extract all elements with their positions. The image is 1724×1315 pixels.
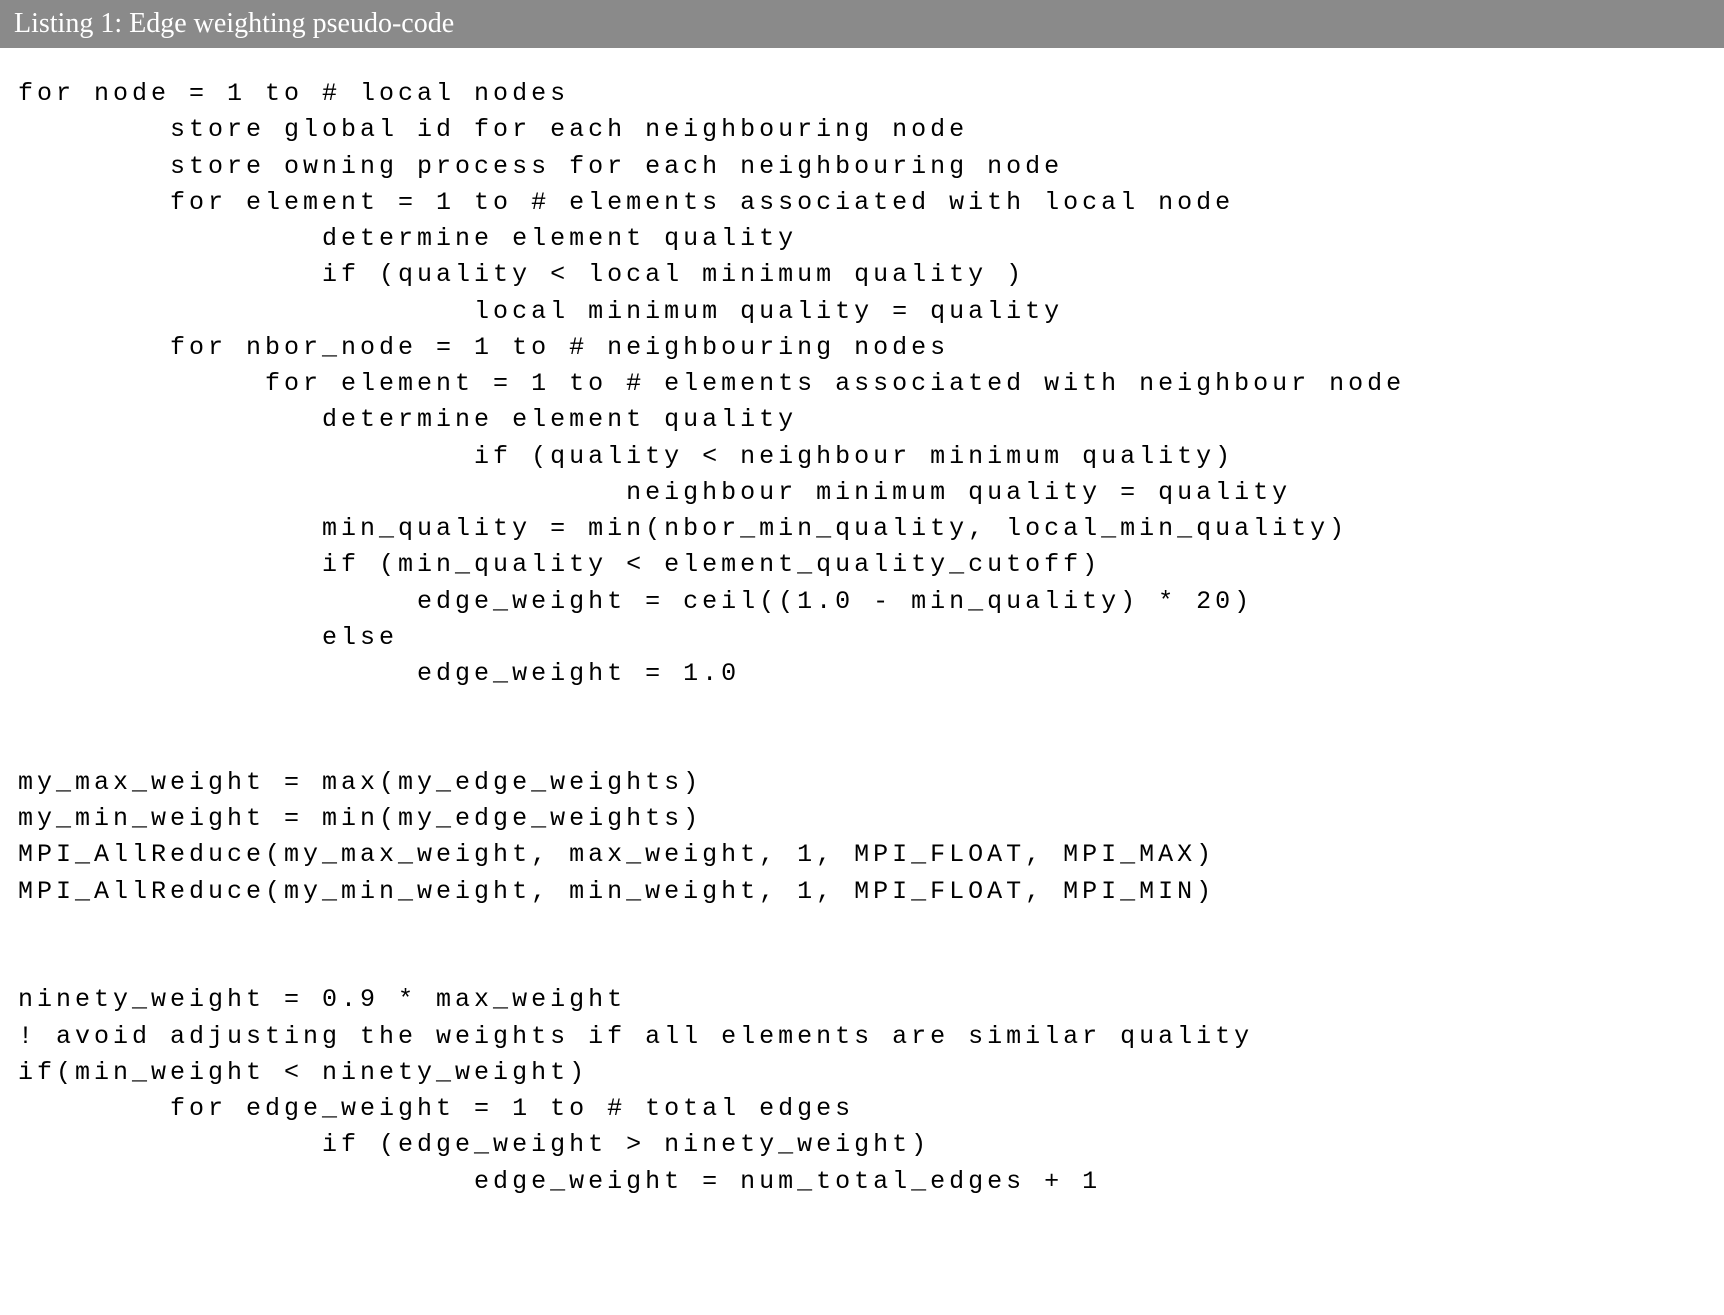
listing-header: Listing 1: Edge weighting pseudo-code (0, 0, 1724, 48)
code-block: for node = 1 to # local nodes store glob… (0, 48, 1724, 1218)
